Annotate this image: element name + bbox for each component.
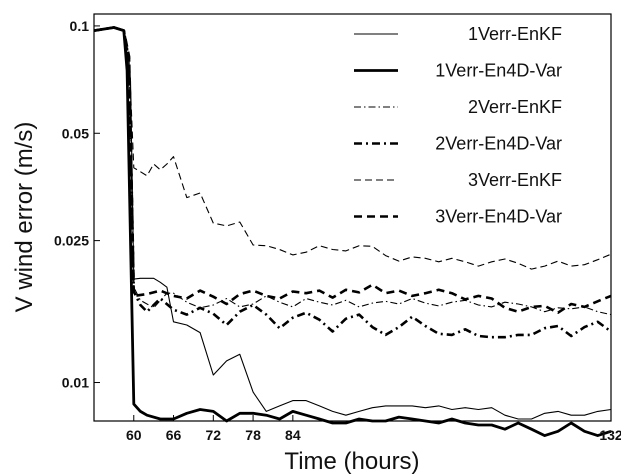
y-axis-title: V wind error (m/s) [11,122,38,313]
series-line-3verr-enkf [93,26,612,270]
series-line-3verr-en4d-var [93,26,612,314]
legend: 1Verr-EnKF 1Verr-En4D-Var 2Verr-EnKF 2Verr-… [354,24,562,227]
x-tick-label: 66 [166,427,182,443]
x-tick-label: 84 [285,427,301,443]
x-tick-label: 78 [245,427,261,443]
y-tick-label: 0.05 [62,125,89,141]
x-tick-label: 60 [126,427,142,443]
legend-label-1verr-enkf: 1Verr-EnKF [468,24,562,44]
legend-label-3verr-enkf: 3Verr-EnKF [468,170,562,190]
y-tick-label: 0.1 [70,18,90,34]
series-line-1verr-enkf [93,26,612,420]
y-tick-label: 0.025 [54,233,89,249]
series-line-1verr-en4d-var [93,26,612,437]
x-tick-label: 72 [206,427,222,443]
series-layer [93,26,612,437]
x-tick-label: 132 [599,427,621,443]
legend-label-1verr-en4d-var: 1Verr-En4D-Var [435,61,562,81]
tick-layer: 60 66 72 78 84 132 0.01 0.025 0.05 0.1 [54,18,621,443]
legend-label-3verr-en4d-var: 3Verr-En4D-Var [435,207,562,227]
legend-label-2verr-enkf: 2Verr-EnKF [468,97,562,117]
series-line-2verr-en4d-var [93,26,612,339]
x-axis-title: Time (hours) [284,448,419,475]
series-line-2verr-enkf [93,26,612,316]
legend-label-2verr-en4d-var: 2Verr-En4D-Var [435,134,562,154]
y-tick-label: 0.01 [62,375,89,391]
